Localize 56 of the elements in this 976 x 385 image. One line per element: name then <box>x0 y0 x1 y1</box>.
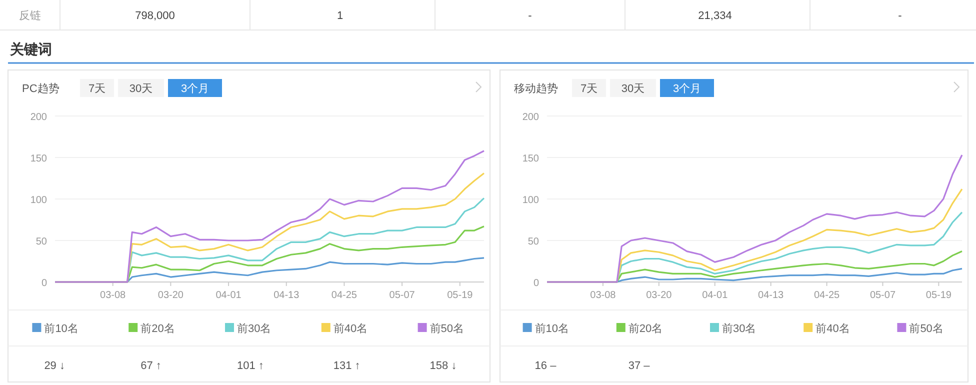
y-tick-label: 200 <box>522 112 540 123</box>
text: 16 – <box>534 360 558 372</box>
x-tick-label: 04-13 <box>758 290 784 301</box>
y-tick-label: 0 <box>41 278 48 289</box>
text: 67 ↑ <box>140 360 162 372</box>
y-tick-label: 50 <box>36 236 48 248</box>
text: 30天 <box>621 83 645 95</box>
legend-label: 前50名 <box>909 323 944 335</box>
y-tick-label: 150 <box>522 154 540 164</box>
x-tick-label: 03-20 <box>158 290 184 301</box>
chart-title: PC趋势 <box>22 82 60 95</box>
y-tick-label: 150 <box>30 154 48 164</box>
legend-label: 前30名 <box>237 323 272 335</box>
text: 7天 <box>580 83 598 95</box>
legend-label: 前30名 <box>722 323 756 335</box>
text: 3个月 <box>672 83 702 95</box>
x-tick-label: 05-07 <box>870 290 896 301</box>
legend-label: 前10名 <box>534 323 570 335</box>
x-tick-label: 03-08 <box>100 290 126 301</box>
text: - <box>898 10 902 22</box>
text: 131 ↑ <box>333 360 360 372</box>
y-tick-label: 100 <box>30 195 48 206</box>
x-tick-label: 05-19 <box>447 290 474 301</box>
text: 21,334 <box>698 10 732 22</box>
x-tick-label: 04-13 <box>274 290 300 301</box>
x-tick-label: 03-20 <box>646 290 672 301</box>
legend-label: 前40名 <box>816 323 850 335</box>
y-tick-label: 50 <box>528 236 540 248</box>
y-tick-label: 100 <box>522 195 540 206</box>
text: 158 ↓ <box>430 360 457 372</box>
chart-title: 移动趋势 <box>514 82 558 95</box>
y-tick-label: 200 <box>30 112 48 123</box>
text: 关键词 <box>9 41 52 57</box>
legend-label: 前20名 <box>628 323 663 335</box>
text: 3个月 <box>180 83 210 95</box>
text: 1 <box>336 10 344 22</box>
legend-label: 前50名 <box>430 323 464 335</box>
text: 798,000 <box>135 10 175 22</box>
x-tick-label: 03-08 <box>590 290 616 301</box>
text: 30天 <box>129 83 153 95</box>
text: 反链 <box>19 9 41 22</box>
x-tick-label: 04-25 <box>814 290 840 301</box>
text: - <box>528 10 532 22</box>
y-tick-label: 0 <box>533 278 540 289</box>
x-tick-label: 04-01 <box>216 290 242 301</box>
legend-label: 前40名 <box>333 323 368 335</box>
text: 29 ↓ <box>44 360 65 372</box>
legend-label: 前20名 <box>140 323 175 335</box>
legend-label: 前10名 <box>44 323 78 335</box>
x-tick-label: 05-07 <box>389 290 416 301</box>
text: 37 – <box>628 360 651 372</box>
x-tick-label: 04-01 <box>702 290 728 301</box>
x-tick-label: 04-25 <box>331 290 358 301</box>
text: 7天 <box>88 83 106 95</box>
x-tick-label: 05-19 <box>926 290 952 301</box>
text: 101 ↑ <box>237 360 264 372</box>
